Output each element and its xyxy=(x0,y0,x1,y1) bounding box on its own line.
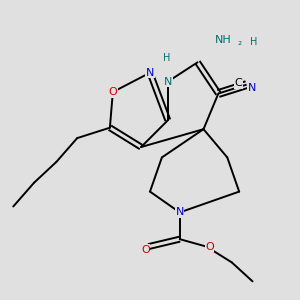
Text: O: O xyxy=(141,244,150,255)
Text: NH: NH xyxy=(214,35,231,45)
Text: N: N xyxy=(164,76,172,87)
Text: N: N xyxy=(176,207,184,218)
Text: O: O xyxy=(205,242,214,252)
Text: H: H xyxy=(163,53,170,63)
Text: O: O xyxy=(109,87,117,97)
Text: ₂: ₂ xyxy=(237,37,241,46)
Text: C: C xyxy=(235,78,242,88)
Text: N: N xyxy=(146,68,154,78)
Text: H: H xyxy=(250,37,258,46)
Text: N: N xyxy=(248,82,256,93)
